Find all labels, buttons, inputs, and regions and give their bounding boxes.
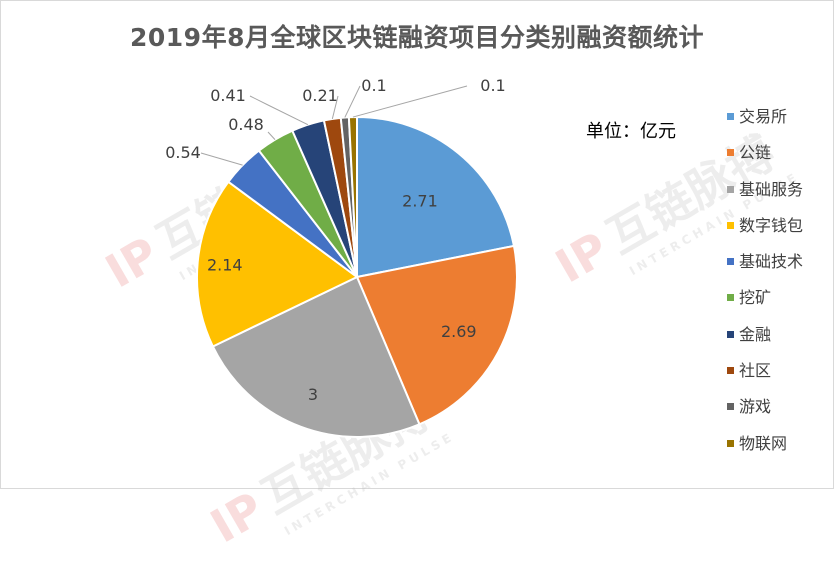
slice-value-label-3: 2.14: [207, 256, 243, 275]
slice-value-label-2: 3: [308, 385, 318, 404]
pie-chart: 2.71 2.69 3 2.14 0.54 0.48 0.41 0.21 0.1 0.1: [165, 76, 518, 438]
slice-value-label-6: 0.41: [210, 86, 246, 105]
pie-slice-3: [196, 180, 359, 348]
legend-swatch: [727, 185, 734, 193]
slice-value-label-7: 0.21: [302, 86, 338, 105]
legend-label: 交易所: [739, 107, 788, 126]
slice-value-label-1: 2.69: [441, 322, 477, 341]
legend-label: 数字钱包: [739, 215, 804, 235]
legend-label: 挖矿: [739, 288, 772, 308]
legend-swatch: [727, 367, 734, 375]
pie-slice-2: [211, 275, 421, 438]
unit-label: 单位：亿元: [586, 121, 676, 142]
slice-value-label-8: 0.1: [361, 76, 386, 95]
legend-swatch: [727, 330, 734, 338]
legend-item-2: 基础服务: [727, 179, 803, 215]
pie-slice-0: [356, 115, 516, 279]
legend-swatch: [727, 113, 734, 120]
legend-label: 公链: [739, 143, 772, 163]
chart-legend: 交易所公链基础服务数字钱包基础技术挖矿金融社区游戏物联网: [727, 106, 803, 469]
legend-swatch: [727, 403, 734, 411]
legend-item-5: 挖矿: [727, 287, 803, 323]
leader-line-8: [344, 85, 361, 118]
pie-slice-9: [347, 115, 358, 278]
legend-swatch: [727, 149, 734, 157]
legend-swatch: [727, 439, 734, 447]
leader-line-9: [352, 85, 468, 118]
legend-item-8: 游戏: [727, 396, 803, 432]
legend-label: 基础技术: [739, 252, 804, 272]
legend-item-1: 公链: [727, 142, 803, 178]
legend-label: 金融: [739, 324, 772, 344]
slice-value-label-4: 0.54: [165, 143, 201, 162]
legend-item-0: 交易所: [727, 106, 803, 142]
legend-item-4: 基础技术: [727, 251, 803, 287]
legend-label: 基础服务: [739, 179, 804, 199]
watermark-logo: IP: [201, 481, 273, 554]
chart-title: 2019年8月全球区块链融资项目分类别融资额统计: [130, 23, 704, 52]
legend-label: 社区: [739, 361, 772, 381]
leader-line-6: [249, 95, 309, 126]
slice-value-label-0: 2.71: [402, 191, 438, 210]
legend-item-7: 社区: [727, 360, 803, 396]
slice-value-label-9: 0.1: [480, 76, 505, 95]
leader-line-5: [267, 131, 276, 140]
pie-slice-1: [355, 244, 518, 426]
legend-swatch: [727, 294, 734, 302]
leader-line-4: [200, 152, 243, 166]
slice-value-label-5: 0.48: [228, 115, 264, 134]
legend-swatch: [727, 258, 734, 266]
leader-line-7: [331, 95, 339, 120]
legend-label: 游戏: [739, 397, 772, 417]
legend-label: 物联网: [739, 433, 788, 453]
legend-swatch: [727, 221, 734, 229]
legend-item-3: 数字钱包: [727, 215, 803, 251]
legend-item-6: 金融: [727, 324, 803, 360]
legend-item-9: 物联网: [727, 433, 803, 469]
